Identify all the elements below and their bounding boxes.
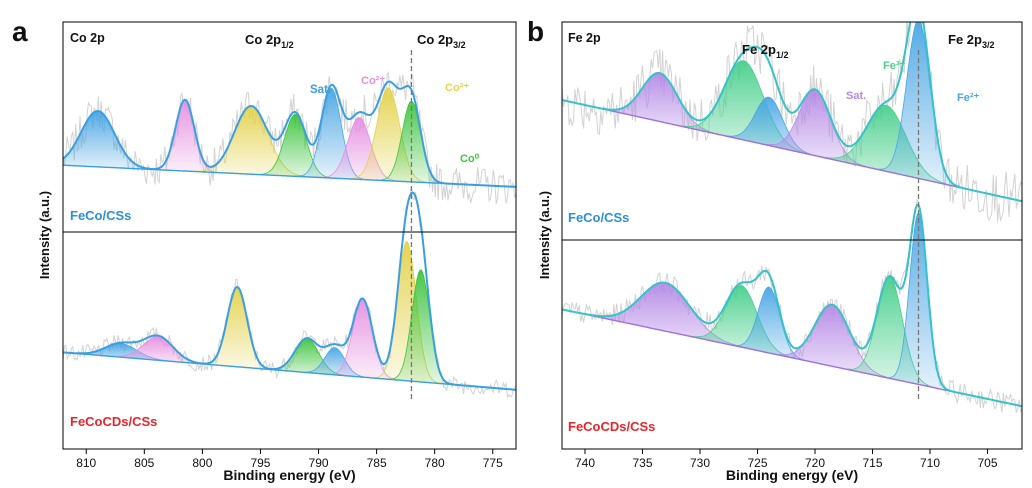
x-tick-label-1-7: 705 <box>977 456 997 470</box>
panel-a-label-co3: Co³⁺ <box>445 82 469 94</box>
peak-0-1-2 <box>177 286 297 373</box>
panel-a-label-sat: Sat. <box>310 84 331 96</box>
panel-a-frame <box>62 21 517 450</box>
panel-letter-a: a <box>12 16 28 47</box>
envelope-1-1 <box>562 203 1022 408</box>
panel-a-label-co2: Co²⁺ <box>361 75 385 87</box>
envelope-0-1 <box>63 191 516 391</box>
panel-b-plot-area <box>562 22 1022 414</box>
panel-a-x-axis: 810 805 800 795 790 785 780 775 <box>76 449 503 470</box>
panel-letter-b: b <box>527 16 544 47</box>
x-tick-label-0-6: 780 <box>425 456 445 470</box>
x-tick-label-0-4: 790 <box>309 456 329 470</box>
panel-b-ylabel: Intensity (a.u.) <box>537 191 552 279</box>
panel-b-frame <box>561 21 1023 450</box>
panel-b-fe2p: 740 735 730 725 720 715 710 705 Binding energy … <box>537 21 1023 483</box>
panel-b-label-sat: Sat. <box>846 90 866 102</box>
x-tick-label-1-1: 735 <box>632 456 652 470</box>
panel-b-sample-bottom: FeCoCDs/CSs <box>568 419 655 434</box>
panel-b-header-fe2p12: Fe 2p1/2 <box>742 42 788 60</box>
x-tick-label-1-0: 740 <box>575 456 595 470</box>
panel-b-header-fe2p32: Fe 2p3/2 <box>948 32 994 50</box>
x-tick-label-0-5: 785 <box>367 456 387 470</box>
x-tick-label-0-0: 810 <box>76 456 96 470</box>
x-tick-label-1-6: 710 <box>920 456 940 470</box>
baseline-1-0 <box>562 99 1022 202</box>
panel-a-label-co0: Co⁰ <box>460 153 480 165</box>
panel-b-xlabel: Binding energy (eV) <box>726 467 858 483</box>
x-tick-label-1-2: 730 <box>690 456 710 470</box>
x-tick-label-1-3: 725 <box>747 456 767 470</box>
panel-a-sample-top: FeCo/CSs <box>70 208 131 223</box>
panel-b-label-fe2: Fe²⁺ <box>957 92 980 104</box>
panel-a-plot-area <box>63 50 516 399</box>
panel-a-ylabel: Intensity (a.u.) <box>37 191 52 279</box>
x-tick-label-0-3: 795 <box>250 456 270 470</box>
envelope-1-0 <box>562 22 1022 203</box>
envelope-0-0 <box>63 80 516 188</box>
baseline-1-1 <box>562 308 1022 407</box>
x-tick-label-0-2: 800 <box>192 456 212 470</box>
panel-b-label-fe3: Fe³⁺ <box>883 60 906 72</box>
panel-b-x-axis: 740 735 730 725 720 715 710 705 <box>575 449 998 470</box>
panel-a-header-co2p12: Co 2p1/2 <box>245 32 294 50</box>
panel-a-co2p: 810 805 800 795 790 785 780 775 Binding energy … <box>37 21 517 483</box>
panel-b-title: Fe 2p <box>568 31 601 45</box>
panel-a-header-co2p32: Co 2p3/2 <box>417 32 466 50</box>
baseline-0-1 <box>63 351 516 391</box>
panel-a-sample-bottom: FeCoCDs/CSs <box>70 414 157 429</box>
x-tick-label-0-7: 775 <box>483 456 503 470</box>
x-tick-label-1-5: 715 <box>862 456 882 470</box>
panel-a-title: Co 2p <box>70 31 105 45</box>
x-tick-label-0-1: 805 <box>134 456 154 470</box>
panel-a-xlabel: Binding energy (eV) <box>223 467 355 483</box>
panel-b-sample-top: FeCo/CSs <box>568 210 629 225</box>
x-tick-label-1-4: 720 <box>805 456 825 470</box>
